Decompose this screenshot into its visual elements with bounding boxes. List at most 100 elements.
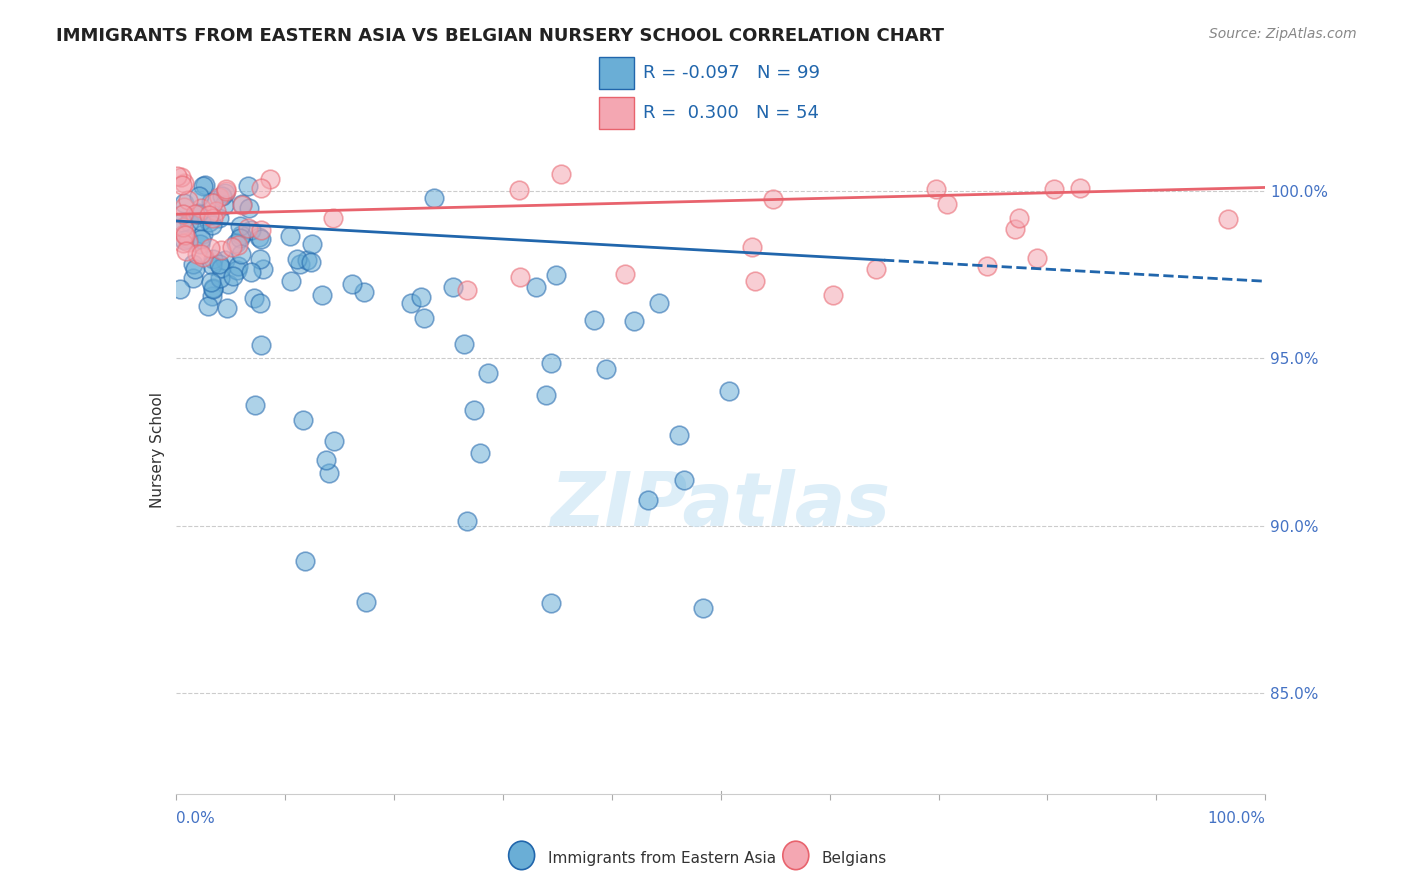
Point <box>226 259 249 273</box>
Point <box>201 289 224 303</box>
Point <box>177 235 200 249</box>
Point <box>217 301 239 315</box>
Point <box>540 356 562 370</box>
Text: ZIPatlas: ZIPatlas <box>551 469 890 542</box>
Point <box>936 197 959 211</box>
Point <box>583 312 606 326</box>
Point <box>173 227 195 241</box>
Point <box>209 243 232 257</box>
Point <box>637 492 659 507</box>
Point <box>250 180 273 194</box>
Point <box>231 198 253 212</box>
Point <box>463 402 485 417</box>
Point <box>477 366 499 380</box>
Point <box>821 287 844 301</box>
Point <box>208 257 231 271</box>
Point <box>169 282 191 296</box>
Point <box>177 215 200 229</box>
Point <box>240 223 263 237</box>
Point <box>200 195 222 210</box>
Point <box>215 184 238 198</box>
Point <box>174 244 197 258</box>
Point <box>172 220 194 235</box>
Point <box>1026 251 1049 265</box>
Point <box>925 181 948 195</box>
Point <box>249 295 271 310</box>
Point <box>214 252 236 267</box>
Point <box>470 446 492 460</box>
Point <box>508 183 530 197</box>
Point <box>184 207 207 221</box>
Point <box>221 240 243 254</box>
Point <box>173 233 195 247</box>
Point <box>242 291 264 305</box>
Point <box>201 219 224 233</box>
Point <box>623 314 645 328</box>
Point <box>205 204 228 219</box>
Point <box>744 273 766 287</box>
Point <box>190 246 212 260</box>
Point <box>1216 212 1239 227</box>
Point <box>741 240 763 254</box>
Point <box>170 178 193 192</box>
Point <box>207 190 229 204</box>
Point <box>318 466 340 480</box>
Point <box>423 191 446 205</box>
Point <box>181 271 204 285</box>
Point <box>231 196 253 211</box>
Point <box>595 362 617 376</box>
Point <box>166 169 188 183</box>
Point <box>201 259 224 273</box>
Point <box>550 167 572 181</box>
Point <box>509 270 531 285</box>
Point <box>544 268 567 282</box>
Point <box>249 223 271 237</box>
Point <box>201 282 224 296</box>
Point <box>177 193 200 207</box>
Point <box>172 235 194 250</box>
Point <box>456 283 478 297</box>
Point <box>353 285 375 299</box>
Point <box>280 274 302 288</box>
Point <box>692 600 714 615</box>
Point <box>202 196 225 211</box>
Point <box>409 290 432 304</box>
Point <box>250 337 273 351</box>
Point <box>228 219 250 233</box>
Point <box>229 247 252 261</box>
Point <box>976 259 998 273</box>
Point <box>294 554 316 568</box>
Text: Belgians: Belgians <box>821 851 886 865</box>
Point <box>322 434 344 449</box>
Point <box>187 206 209 220</box>
Point <box>170 169 193 184</box>
Text: 0.0%: 0.0% <box>176 811 215 826</box>
Point <box>648 295 671 310</box>
Point <box>668 428 690 442</box>
Text: Source: ZipAtlas.com: Source: ZipAtlas.com <box>1209 27 1357 41</box>
Point <box>614 267 637 281</box>
Point <box>288 257 311 271</box>
Point <box>285 252 308 267</box>
Point <box>249 252 271 266</box>
Point <box>1042 182 1064 196</box>
Point <box>236 221 259 235</box>
Point <box>534 388 557 402</box>
FancyBboxPatch shape <box>599 57 634 89</box>
Point <box>170 215 193 229</box>
Point <box>1004 222 1026 236</box>
Point <box>181 257 204 271</box>
Point <box>441 280 464 294</box>
Point <box>412 310 434 325</box>
Text: 100.0%: 100.0% <box>1208 811 1265 826</box>
Point <box>239 265 262 279</box>
Point <box>292 413 315 427</box>
Point <box>187 206 209 220</box>
Text: IMMIGRANTS FROM EASTERN ASIA VS BELGIAN NURSERY SCHOOL CORRELATION CHART: IMMIGRANTS FROM EASTERN ASIA VS BELGIAN … <box>56 27 945 45</box>
Point <box>190 201 212 215</box>
Point <box>214 182 236 196</box>
Point <box>865 262 887 277</box>
Point <box>190 213 212 227</box>
Point <box>259 172 281 186</box>
Point <box>202 281 225 295</box>
